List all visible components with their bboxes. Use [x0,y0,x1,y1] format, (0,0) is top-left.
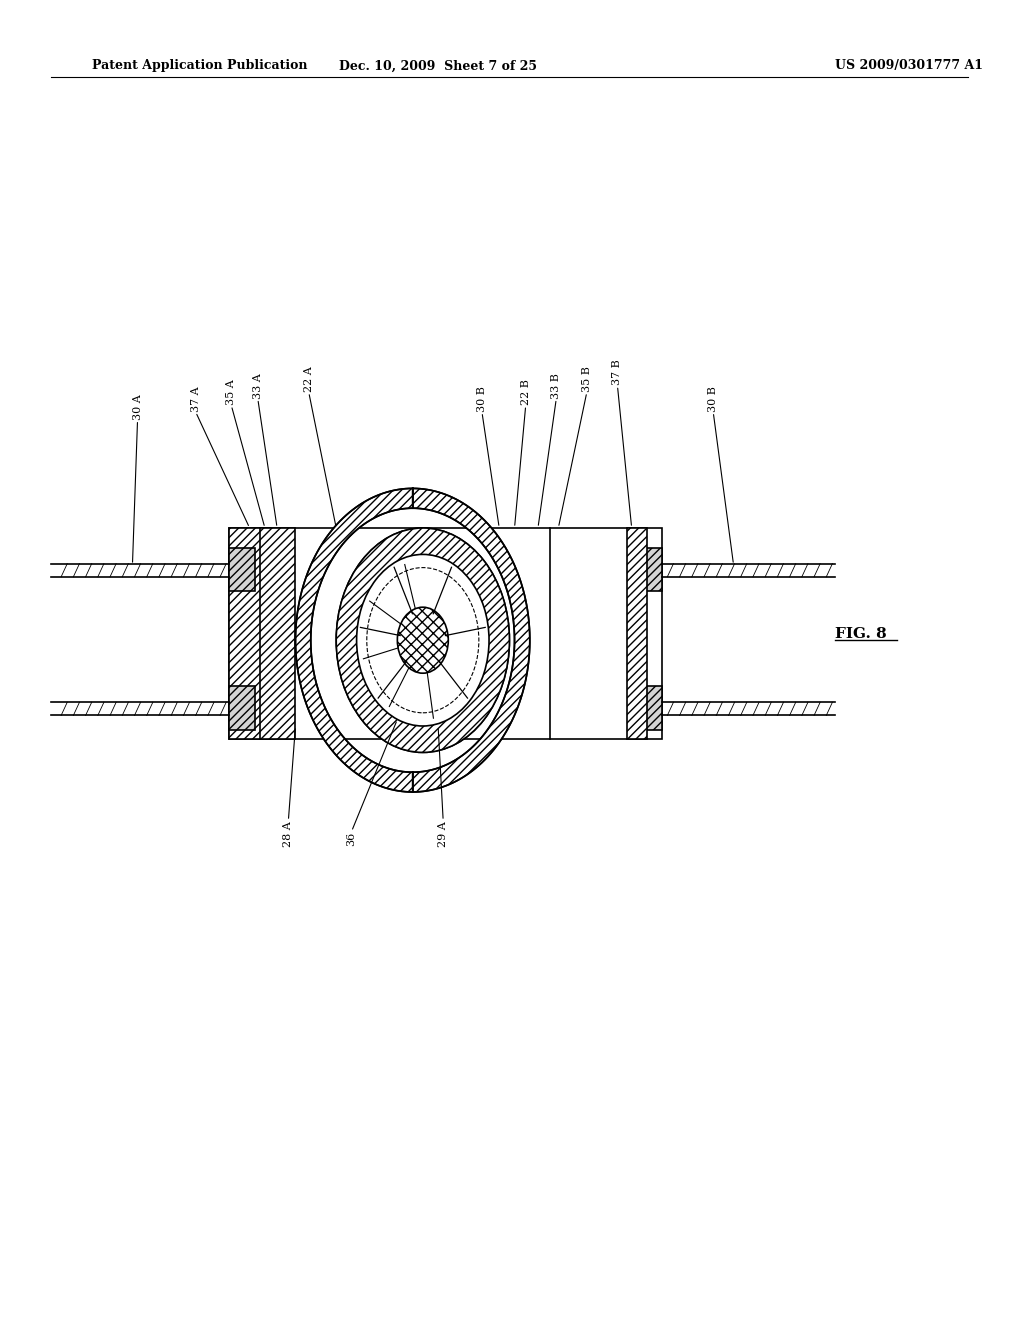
Text: Dec. 10, 2009  Sheet 7 of 25: Dec. 10, 2009 Sheet 7 of 25 [339,59,538,73]
Text: 22 A: 22 A [304,366,313,392]
Polygon shape [627,528,647,739]
Polygon shape [637,548,663,591]
Text: 35 A: 35 A [226,379,237,405]
PathPatch shape [413,488,529,792]
Polygon shape [260,528,296,739]
Polygon shape [229,686,255,730]
Text: 37 B: 37 B [612,359,623,385]
Text: Patent Application Publication: Patent Application Publication [92,59,307,73]
Text: US 2009/0301777 A1: US 2009/0301777 A1 [836,59,983,73]
Text: 29 A: 29 A [438,821,449,847]
Polygon shape [637,686,663,730]
Text: 37 A: 37 A [190,387,201,412]
Text: 33 A: 33 A [253,372,263,399]
Text: 22 B: 22 B [521,379,530,405]
Text: 30 B: 30 B [709,385,718,412]
Polygon shape [229,528,270,739]
Text: 33 B: 33 B [551,372,561,399]
Text: 36: 36 [346,832,356,846]
Text: 30 A: 30 A [132,393,142,420]
Text: FIG. 8: FIG. 8 [836,627,887,640]
Text: 30 B: 30 B [477,385,487,412]
Text: 28 A: 28 A [284,821,293,847]
PathPatch shape [296,488,413,792]
Polygon shape [229,548,255,591]
Text: 35 B: 35 B [582,366,592,392]
Circle shape [397,607,449,673]
